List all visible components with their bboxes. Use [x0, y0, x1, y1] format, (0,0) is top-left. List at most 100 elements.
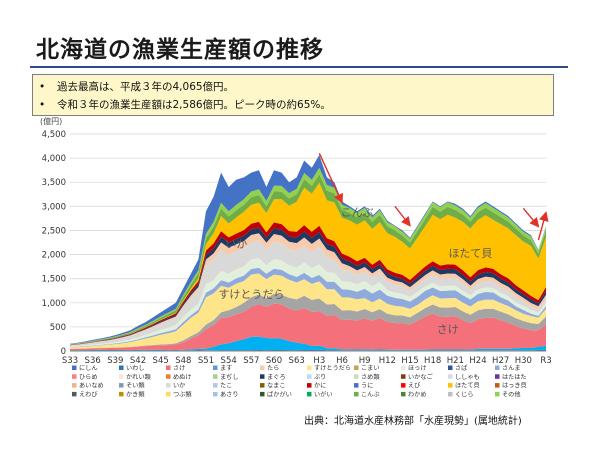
- x-tick-label: H6: [336, 356, 348, 366]
- series-area-4: [70, 273, 546, 349]
- x-tick-label: H21: [447, 356, 464, 366]
- page-title: 北海道の漁業生産額の推移: [36, 37, 324, 63]
- legend-swatch: [260, 365, 265, 370]
- legend-swatch: [72, 365, 77, 370]
- x-tick-label: R3: [540, 356, 551, 366]
- legend-label: すけとうだら: [314, 365, 351, 372]
- legend-label: さば: [455, 364, 468, 372]
- x-tick-label: S63: [289, 356, 305, 366]
- y-tick-label: 1,000: [42, 299, 66, 309]
- x-tick-label: S33: [62, 356, 78, 366]
- legend-swatch: [448, 365, 453, 370]
- area-annotation: さけ: [437, 323, 459, 336]
- summary-recent-text: 令和３年の漁業生産額は2,586億円。ピーク時の約65%。: [57, 99, 331, 111]
- legend-swatch: [260, 374, 265, 379]
- legend-swatch: [213, 374, 218, 379]
- legend-label: あさり: [220, 391, 239, 398]
- legend-label: さめ類: [361, 373, 380, 381]
- y-tick-label: 4,500: [42, 130, 66, 140]
- legend-swatch: [119, 365, 124, 370]
- x-tick-label: S36: [85, 356, 101, 366]
- legend-swatch: [495, 365, 500, 370]
- legend-swatch: [307, 365, 312, 370]
- area-annotation: いか: [225, 237, 247, 250]
- y-tick-label: 4,000: [42, 154, 66, 164]
- x-tick-label: H12: [379, 356, 396, 366]
- area-annotation: ほたて貝: [448, 247, 492, 260]
- x-tick-label: S54: [221, 356, 237, 366]
- y-tick-label: 2,500: [42, 226, 66, 236]
- y-tick-label: 0: [61, 347, 66, 357]
- title-divider: [30, 66, 568, 68]
- legend-label: あいなめ: [79, 383, 104, 390]
- legend-swatch: [495, 391, 500, 397]
- decline-arrow: [394, 205, 411, 227]
- legend-swatch: [448, 374, 453, 379]
- source-note: 出典：北海道水産林務部「水産現勢」(属地統計): [304, 416, 522, 427]
- series-area-12: [70, 174, 546, 345]
- legend-swatch: [307, 391, 312, 397]
- legend-swatch: [119, 391, 124, 397]
- legend-label: ししゃも: [455, 374, 480, 381]
- x-tick-label: S57: [243, 356, 259, 366]
- rise-arrow: [537, 211, 549, 241]
- series-area-7: [70, 241, 546, 347]
- legend-label: なまこ: [267, 383, 286, 390]
- legend-label: いか: [173, 383, 185, 390]
- legend-swatch: [354, 365, 359, 370]
- x-tick-label: S45: [153, 356, 169, 366]
- legend-label: さんま: [502, 365, 521, 372]
- legend-label: さけ: [173, 365, 185, 372]
- y-axis-unit-label: (億円): [40, 116, 62, 126]
- legend-label: えび: [408, 382, 421, 390]
- legend-swatch: [260, 383, 265, 388]
- legend-swatch: [119, 374, 124, 379]
- legend-label: かれい類: [126, 373, 152, 381]
- summary-box: • 過去最高は、平成３年の4,065億円。 • 令和３年の漁業生産額は2,586億円…: [32, 74, 554, 116]
- legend-label: その他: [502, 390, 521, 398]
- legend-label: いかなご: [408, 373, 434, 381]
- legend-label: たら: [267, 365, 279, 372]
- series-area-3: [70, 293, 546, 349]
- legend-label: くじら: [455, 391, 474, 398]
- legend-swatch: [354, 391, 359, 397]
- y-tick-label: 500: [50, 323, 66, 333]
- x-tick-label: H9: [359, 356, 371, 366]
- series-area-2: [70, 303, 546, 351]
- legend-label: ほっけ: [408, 365, 427, 372]
- legend-swatch: [401, 391, 406, 397]
- legend-label: うに: [361, 383, 373, 390]
- legend-swatch: [307, 383, 312, 388]
- legend-swatch: [213, 391, 218, 397]
- legend-label: ぶり: [314, 374, 326, 381]
- legend-label: かに: [314, 383, 326, 390]
- legend-swatch: [72, 383, 77, 388]
- legend-swatch: [354, 383, 359, 388]
- bullet: •: [39, 81, 46, 93]
- legend-label: はたはた: [502, 374, 527, 381]
- legend-swatch: [213, 365, 218, 370]
- legend-label: めぬけ: [173, 374, 192, 381]
- legend-label: こまい: [361, 365, 380, 372]
- legend-swatch: [166, 383, 171, 388]
- legend-swatch: [119, 383, 124, 388]
- legend-swatch: [166, 391, 171, 397]
- legend-swatch: [213, 383, 218, 388]
- area-annotation: すけとうだら: [218, 288, 284, 301]
- summary-peak-text: 過去最高は、平成３年の4,065億円。: [57, 81, 235, 93]
- legend-swatch: [354, 374, 359, 379]
- legend-swatch: [307, 374, 312, 379]
- legend-label: かき類: [126, 390, 145, 398]
- y-tick-label: 3,000: [42, 202, 66, 212]
- legend-label: にしん: [79, 365, 98, 372]
- x-tick-label: S42: [130, 356, 146, 366]
- legend-label: ほたて貝: [455, 383, 480, 390]
- legend-swatch: [401, 374, 406, 379]
- x-tick-label: H27: [492, 356, 509, 366]
- summary-line-peak: • 過去最高は、平成３年の4,065億円。: [39, 78, 547, 96]
- area-annotation: こんぶ: [341, 206, 374, 219]
- legend-swatch: [401, 365, 406, 370]
- legend-label: ます: [220, 365, 232, 372]
- legend-label: えわび: [79, 390, 98, 398]
- x-tick-label: H30: [515, 356, 532, 366]
